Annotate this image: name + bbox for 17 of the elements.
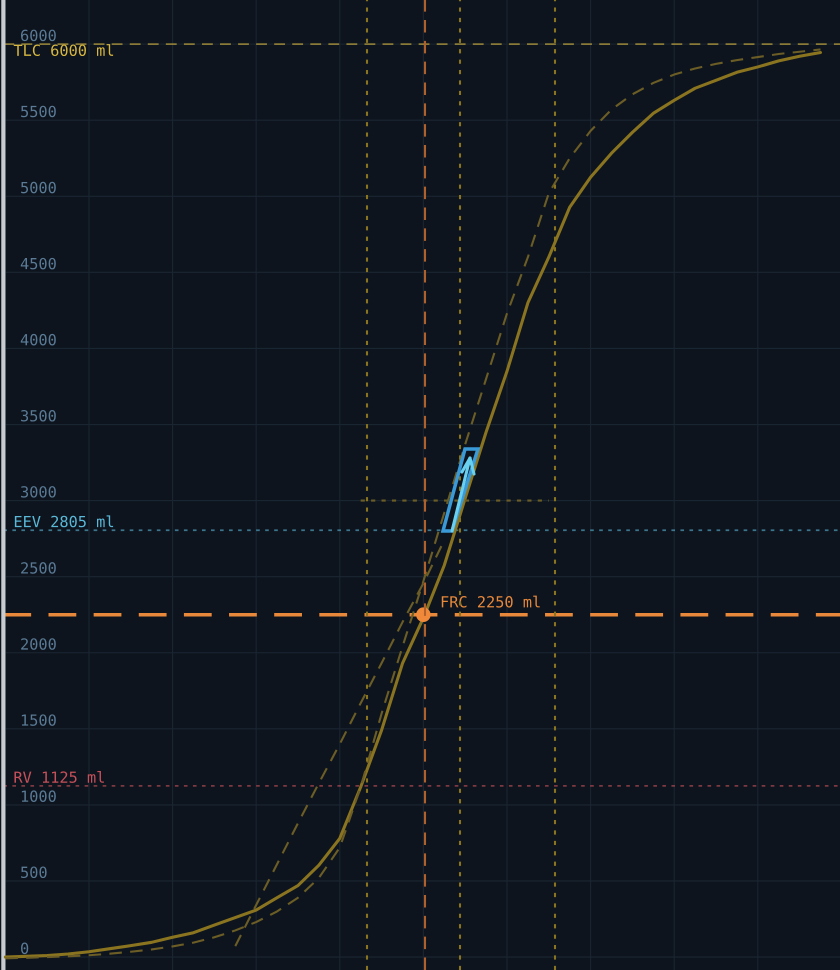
ref-line-label: EEV 2805 ml [14,515,114,528]
ref-line-label: TLC 6000 ml [14,44,114,56]
y-tick-label: 5500 [21,106,56,118]
y-tick-label: 3000 [21,486,56,498]
ref-line-label: RV 1125 ml [14,771,104,783]
y-tick-label: 0 [21,942,28,954]
y-tick-label: 2000 [21,638,56,650]
y-tick-label: 6000 [21,30,56,42]
y-tick-label: 3500 [21,410,56,422]
y-tick-label: 2500 [21,562,56,574]
y-tick-label: 500 [21,866,47,878]
y-tick-label: 4500 [20,258,56,270]
y-tick-label: 1500 [22,714,56,726]
y-tick-label: 4000 [20,334,56,346]
y-tick-label: 1000 [22,790,56,802]
y-tick-label: 5000 [21,182,56,194]
ref-line-label: FRC 2250 ml [442,596,540,608]
